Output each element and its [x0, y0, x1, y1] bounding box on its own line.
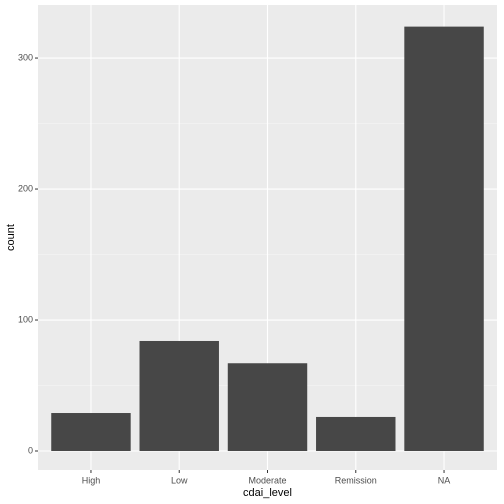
marks	[51, 26, 484, 452]
bar	[316, 416, 396, 452]
x-tick-label: Remission	[335, 475, 377, 485]
y-tick-label: 100	[18, 314, 33, 324]
x-tick-label: Low	[171, 475, 188, 485]
bar	[51, 413, 131, 452]
x-axis-title: cdai_level	[243, 487, 292, 499]
x-tick-label: High	[82, 475, 101, 485]
bar	[227, 363, 308, 452]
bar	[139, 340, 219, 452]
bar	[404, 26, 484, 452]
y-tick-label: 300	[18, 52, 33, 62]
y-tick-label: 200	[18, 183, 33, 193]
y-axis-title: count	[5, 224, 17, 251]
x-tick-label: Moderate	[248, 475, 286, 485]
y-tick-label: 0	[28, 445, 33, 455]
x-tick-label: NA	[438, 475, 451, 485]
